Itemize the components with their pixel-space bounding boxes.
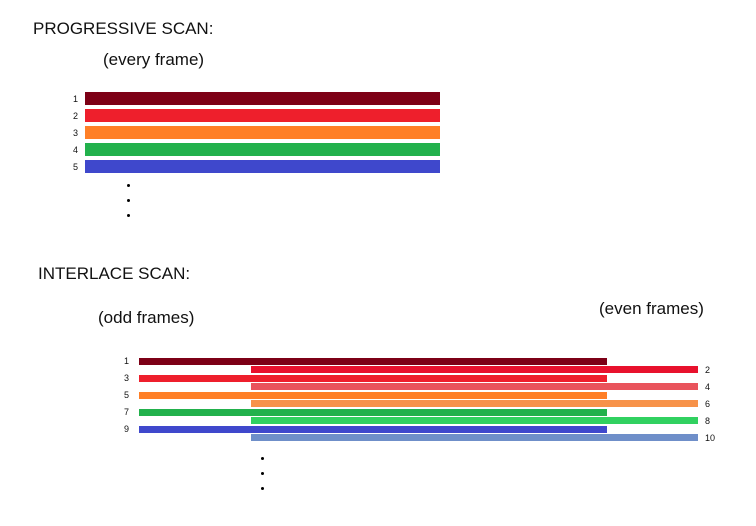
even-scan-line — [251, 383, 698, 390]
odd-frames-label: (odd frames) — [98, 308, 195, 327]
odd-scan-line — [139, 392, 607, 399]
interlace-title: INTERLACE SCAN: — [38, 264, 191, 283]
progressive-subtitle: (every frame) — [103, 50, 205, 69]
line-number: 5 — [73, 162, 79, 172]
ellipsis-dot — [127, 214, 130, 217]
even-line-number: 4 — [705, 382, 711, 392]
odd-line-number: 5 — [124, 390, 130, 400]
even-frames-label: (even frames) — [599, 299, 704, 318]
line-number: 3 — [73, 128, 79, 138]
even-scan-line — [251, 366, 698, 373]
even-scan-line — [251, 417, 698, 424]
scan-line — [85, 92, 440, 105]
odd-scan-line — [139, 409, 607, 416]
ellipsis-dot — [261, 487, 264, 490]
even-scan-line — [251, 434, 698, 441]
odd-scan-line — [139, 358, 607, 365]
odd-line-number: 7 — [124, 407, 130, 417]
ellipsis-dot — [261, 472, 264, 475]
even-line-number: 2 — [705, 365, 711, 375]
even-scan-line — [251, 400, 698, 407]
ellipsis-dot — [261, 457, 264, 460]
odd-line-number: 1 — [124, 356, 130, 366]
scan-line — [85, 109, 440, 122]
ellipsis-dot — [127, 184, 130, 187]
even-line-number: 10 — [705, 433, 716, 443]
scan-line — [85, 126, 440, 139]
odd-line-number: 9 — [124, 424, 130, 434]
progressive-title: PROGRESSIVE SCAN: — [33, 19, 214, 38]
odd-scan-line — [139, 426, 607, 433]
even-line-number: 8 — [705, 416, 711, 426]
odd-line-number: 3 — [124, 373, 130, 383]
even-line-number: 6 — [705, 399, 711, 409]
scan-line — [85, 143, 440, 156]
line-number: 4 — [73, 145, 79, 155]
ellipsis-dot — [127, 199, 130, 202]
odd-scan-line — [139, 375, 607, 382]
line-number: 1 — [73, 94, 79, 104]
scan-line — [85, 160, 440, 173]
line-number: 2 — [73, 111, 79, 121]
